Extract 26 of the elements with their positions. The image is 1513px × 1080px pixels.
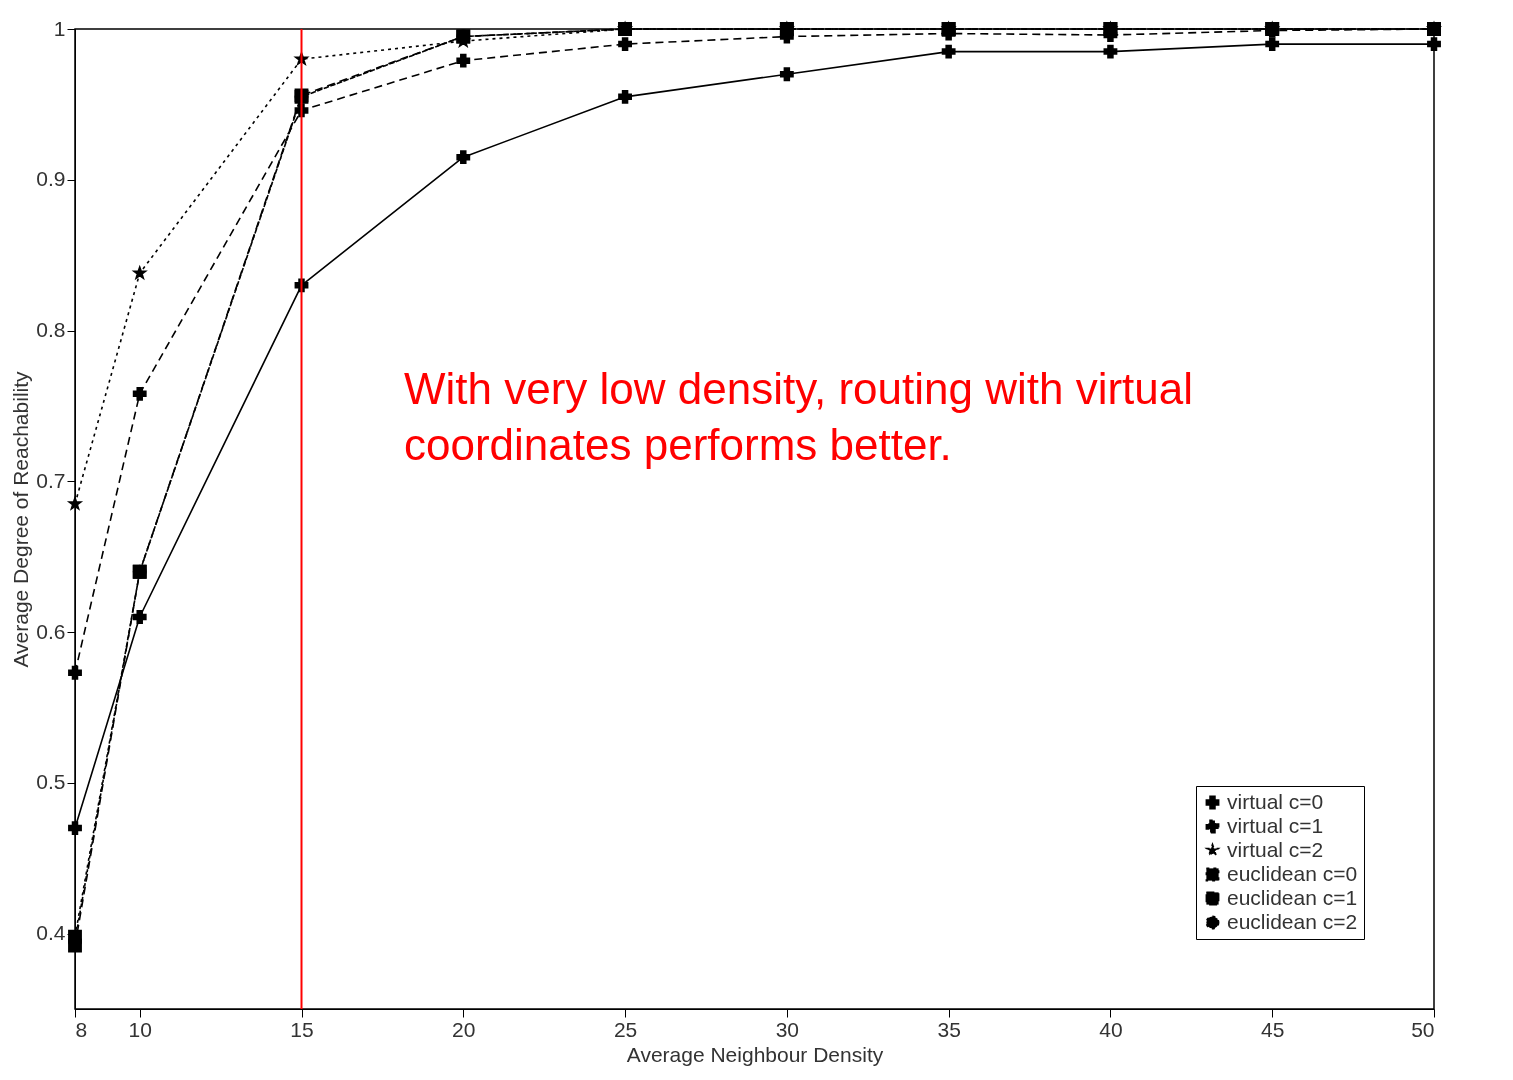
x-axis-title: Average Neighbour Density [626, 1042, 884, 1066]
legend-label: euclidean c=2 [1227, 909, 1358, 933]
x-tick-label: 40 [1099, 1017, 1123, 1041]
x-tick-label: 45 [1261, 1017, 1285, 1041]
x-tick-label: 15 [290, 1017, 314, 1041]
y-tick-label: 0.7 [36, 468, 66, 492]
x-tick-label: 25 [613, 1017, 638, 1041]
y-tick-label: 0.4 [36, 921, 66, 945]
x-tick-label: 20 [452, 1017, 476, 1041]
y-tick-label: 0.8 [36, 318, 66, 342]
x-tick-label: 50 [1411, 1017, 1435, 1041]
y-tick-label: 1 [53, 16, 66, 40]
legend-label: euclidean c=1 [1227, 885, 1358, 909]
y-axis-title: Average Degree of Reachability [9, 370, 33, 668]
x-tick-label: 30 [775, 1017, 800, 1041]
legend-label: euclidean c=0 [1227, 861, 1358, 885]
x-tick-label: 8 [75, 1017, 88, 1041]
legend-label: virtual c=0 [1227, 789, 1324, 813]
legend-label: virtual c=2 [1227, 837, 1324, 861]
annotation: With very low density, routing with virtual coordinates performs better. [404, 364, 1194, 469]
legend-label: virtual c=1 [1227, 813, 1324, 837]
y-tick-label: 0.9 [36, 167, 66, 191]
x-tick-label: 10 [128, 1017, 152, 1041]
y-tick-label: 0.5 [36, 770, 66, 794]
x-tick-label: 35 [937, 1017, 961, 1041]
y-tick-label: 0.6 [36, 619, 66, 643]
